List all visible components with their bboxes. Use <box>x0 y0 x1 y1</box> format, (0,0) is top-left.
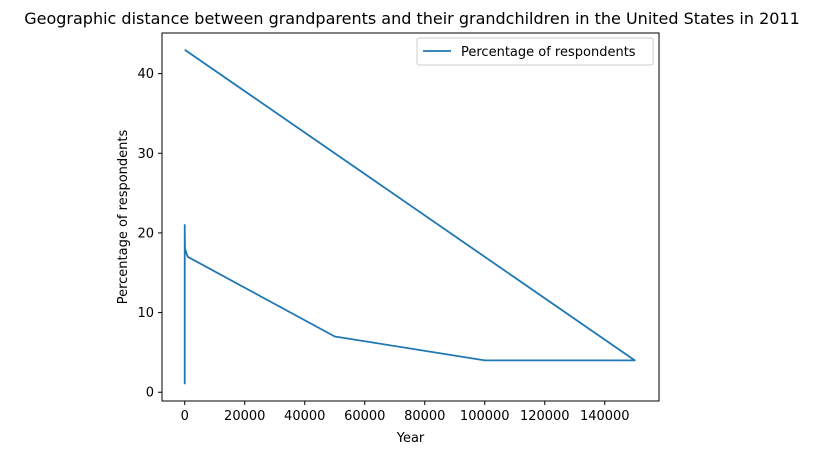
y-tick-label: 40 <box>137 67 154 82</box>
x-tick-label: 80000 <box>404 409 445 424</box>
y-tick-label: 30 <box>137 147 154 162</box>
x-tick-label: 120000 <box>520 409 570 424</box>
y-axis-label: Percentage of respondents <box>116 129 131 304</box>
x-tick-label: 140000 <box>580 409 630 424</box>
y-tick-label: 10 <box>137 306 154 321</box>
y-tick-label: 20 <box>137 226 154 241</box>
legend-label: Percentage of respondents <box>461 45 636 60</box>
x-tick-label: 40000 <box>284 409 325 424</box>
series-line-0 <box>183 48 636 385</box>
x-tick-label: 0 <box>181 409 189 424</box>
legend-box <box>416 37 654 66</box>
y-tick-label: 0 <box>146 386 154 401</box>
y-axis-ticks: 0 10 20 30 40 <box>137 67 162 401</box>
legend: Percentage of respondents <box>416 37 654 66</box>
plot-lines <box>183 48 636 385</box>
x-tick-label: 60000 <box>344 409 385 424</box>
x-tick-label: 20000 <box>224 409 265 424</box>
chart-title: Geographic distance between grandparents… <box>24 9 800 28</box>
x-axis-label: Year <box>396 431 425 446</box>
x-axis-ticks: 0 20000 40000 60000 80000 100000 120000 140000 <box>181 401 630 424</box>
plot-area-frame <box>161 32 660 402</box>
x-tick-label: 100000 <box>460 409 510 424</box>
